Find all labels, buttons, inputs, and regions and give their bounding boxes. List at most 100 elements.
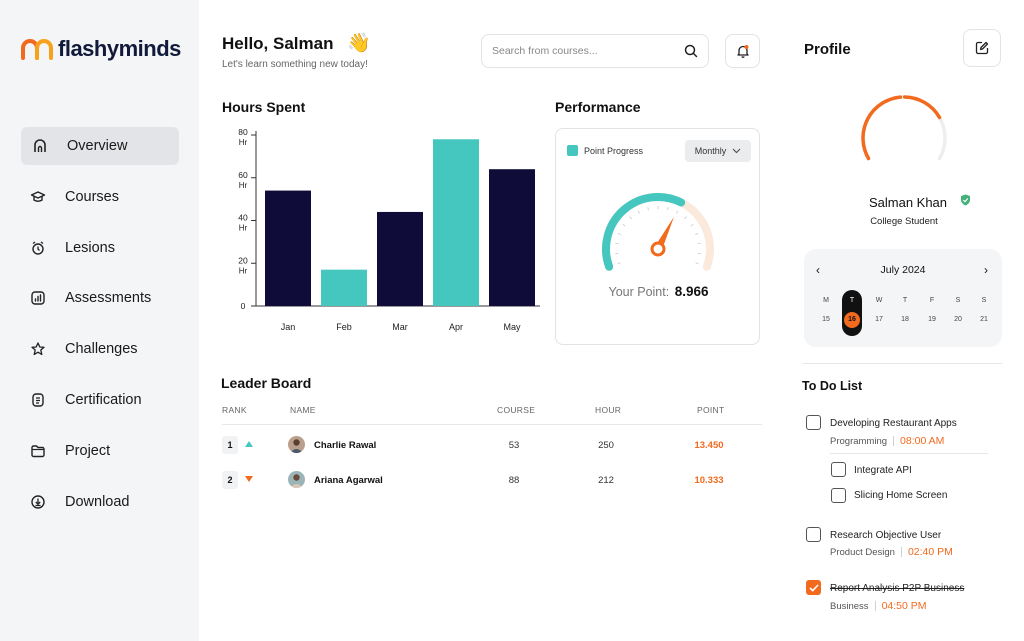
gauge-tick	[667, 207, 669, 211]
search-box[interactable]	[481, 34, 709, 68]
calendar-day[interactable]: S 20	[948, 293, 968, 331]
hour-count: 212	[598, 475, 614, 486]
bar-apr	[433, 139, 479, 306]
todo-checkbox[interactable]	[806, 415, 821, 430]
sidebar-item-overview[interactable]: Overview	[21, 127, 179, 165]
sidebar-item-label: Download	[65, 493, 130, 510]
day-number: 20	[954, 316, 962, 323]
edit-icon	[975, 41, 989, 55]
edit-profile-button[interactable]	[963, 29, 1001, 67]
calendar-day[interactable]: W 17	[869, 293, 889, 331]
search-icon[interactable]	[684, 44, 698, 58]
trend-down-icon	[245, 476, 253, 482]
todo-checkbox[interactable]	[831, 462, 846, 477]
main-content: Hello, Salman 👋 Let's learn something ne…	[200, 0, 780, 641]
col-course: COURSE	[497, 405, 536, 415]
check-icon	[808, 583, 819, 592]
notification-button[interactable]	[725, 34, 760, 68]
y-tick-label: 0	[241, 301, 246, 311]
day-number: 19	[928, 316, 936, 323]
calendar-day-selected[interactable]: T 16	[842, 290, 862, 336]
calendar: ‹ July 2024 › M 15 T 16 W 17 T 18 F 19 S 20 S 2…	[804, 249, 1002, 347]
wave-emoji: 👋	[347, 33, 371, 54]
gauge-tick	[617, 262, 621, 265]
rank-badge: 1	[222, 436, 238, 454]
greeting-subtitle: Let's learn something new today!	[222, 59, 368, 70]
todo-name: Report Analysis P2P Business	[830, 583, 965, 594]
gauge-tick	[617, 233, 621, 235]
table-row[interactable]: 1 Charlie Rawal 53 250 13.450	[200, 434, 780, 456]
calendar-day[interactable]: F 19	[922, 293, 942, 331]
col-name: NAME	[290, 405, 316, 415]
legend-label: Point Progress	[584, 145, 644, 156]
gauge-tick	[629, 216, 632, 220]
todo-checkbox-checked[interactable]	[806, 580, 821, 595]
performance-legend: Point Progress	[567, 145, 643, 156]
brand-logo[interactable]: flashyminds	[20, 36, 181, 62]
y-tick-unit: Hr	[239, 224, 248, 233]
your-point-value: 8.966	[674, 284, 709, 299]
gauge-tick	[637, 210, 640, 214]
performance-card: Point Progress Monthly Your Point: 8.966	[555, 128, 760, 345]
sidebar-item-label: Assessments	[65, 290, 152, 307]
y-tick-label: 80	[238, 127, 248, 137]
day-number: 17	[875, 316, 883, 323]
todo-checkbox[interactable]	[831, 488, 846, 503]
verified-badge-icon	[961, 194, 970, 206]
todo-time: 08:00 AM	[900, 435, 945, 447]
graduation-cap-icon	[29, 188, 47, 206]
col-hour: HOUR	[595, 405, 622, 415]
calendar-day[interactable]: T 18	[895, 293, 915, 331]
bell-icon	[736, 45, 749, 58]
greeting-title: Hello, Salman	[222, 34, 334, 53]
sidebar-item-project[interactable]: Project	[21, 432, 179, 470]
x-tick-label: Mar	[392, 322, 408, 332]
performance-gauge	[602, 193, 714, 271]
todo-meta: Programming 08:00 AM	[830, 435, 944, 447]
sidebar-item-lesions[interactable]: Lesions	[21, 229, 179, 267]
sidebar-item-assessments[interactable]: Assessments	[21, 279, 179, 317]
sidebar-item-label: Courses	[65, 188, 119, 205]
player-name: Ariana Agarwal	[314, 475, 383, 486]
leaderboard-divider	[222, 424, 762, 425]
day-of-week: T	[902, 297, 908, 304]
sidebar-item-label: Project	[65, 442, 111, 459]
folder-icon	[29, 442, 47, 460]
sidebar-item-download[interactable]: Download	[21, 483, 179, 521]
todo-name: Integrate API	[854, 465, 912, 476]
calendar-day[interactable]: M 15	[816, 293, 836, 331]
sidebar-nav: Overview Courses Lesions Assessments Cha…	[21, 127, 179, 533]
x-tick-label: Jan	[281, 322, 296, 332]
search-input[interactable]	[492, 45, 684, 57]
calendar-next-button[interactable]: ›	[984, 263, 988, 277]
y-tick-unit: Hr	[239, 138, 248, 147]
sidebar-item-courses[interactable]: Courses	[21, 178, 179, 216]
day-of-week: S	[955, 297, 961, 304]
bar-feb	[321, 269, 367, 306]
course-count: 53	[508, 440, 520, 451]
home-icon	[31, 137, 49, 155]
day-of-week: F	[929, 297, 935, 304]
todo-title: To Do List	[802, 379, 863, 393]
sidebar-item-label: Challenges	[65, 341, 138, 358]
sidebar: flashyminds Overview Courses Lesions Ass…	[0, 0, 199, 641]
profile-progress-ring	[861, 95, 947, 161]
sidebar-item-challenges[interactable]: Challenges	[21, 330, 179, 368]
day-number: 21	[980, 316, 988, 323]
course-count: 88	[508, 475, 520, 486]
profile-name: Salman Khan	[868, 195, 948, 210]
todo-checkbox[interactable]	[806, 527, 821, 542]
calendar-day[interactable]: S 21	[974, 293, 994, 331]
document-icon	[29, 391, 47, 409]
day-number: 15	[822, 316, 830, 323]
bar-jan	[265, 190, 311, 306]
todo-category: Product Design	[830, 547, 895, 558]
sidebar-item-certification[interactable]: Certification	[21, 381, 179, 419]
hour-count: 250	[598, 440, 614, 451]
gauge-hub	[650, 241, 666, 257]
table-row[interactable]: 2 Ariana Agarwal 88 212 10.333	[200, 469, 780, 491]
calendar-prev-button[interactable]: ‹	[816, 263, 820, 277]
hours-chart: 80 Hr 60 Hr 40 Hr 20 Hr 0 Jan Feb Mar Apr May	[222, 125, 544, 340]
period-dropdown[interactable]: Monthly	[685, 140, 751, 162]
rank-badge: 2	[222, 471, 238, 489]
